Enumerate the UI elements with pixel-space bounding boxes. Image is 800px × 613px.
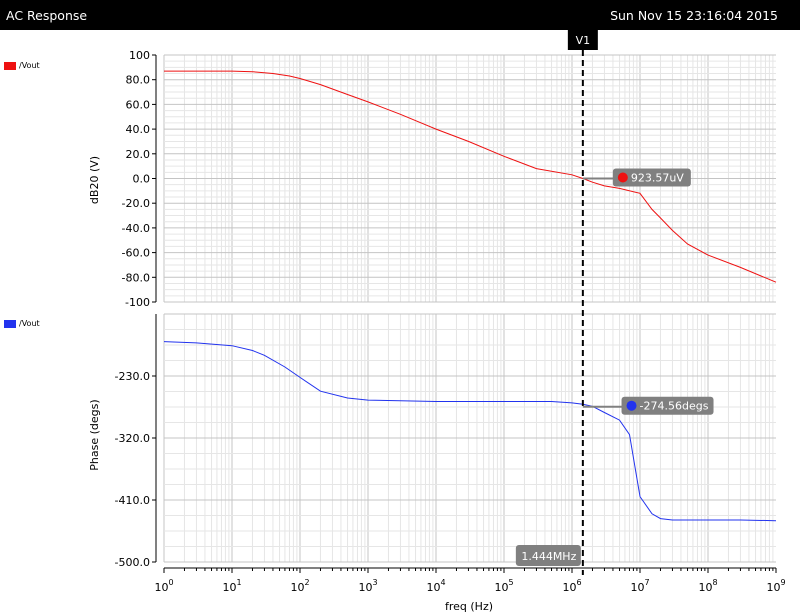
y-axis-label-phase: Phase (degs) [88, 399, 101, 470]
x-tick-label: 103 [358, 578, 377, 594]
legend-phase[interactable]: /Vout [4, 319, 40, 328]
y-tick-label: -40.0 [122, 222, 150, 235]
y-tick-label: 20.0 [126, 148, 151, 161]
plot-frames [152, 54, 777, 573]
legend-magnitude[interactable]: /Vout [4, 61, 40, 70]
x-tick-label: 107 [630, 578, 649, 594]
cursor-readout-box [515, 545, 581, 566]
y-tick-label: -100 [125, 296, 150, 309]
magnitude-trace [164, 70, 777, 283]
y-axis-label-magnitude: dB20 (V) [88, 156, 101, 204]
y-tick-label: -60.0 [122, 247, 150, 260]
series-layer [163, 70, 777, 522]
y-tick-label: -410.0 [115, 494, 150, 507]
y-tick-label: 0.0 [133, 173, 151, 186]
x-tick-label: 109 [766, 578, 785, 594]
tick-labels: 100 80.0 60.0 40.0 20.0 0.0 -20.0 -40.0 -60.0 -80… [115, 49, 786, 594]
phase-trace [163, 341, 777, 522]
x-tick-label: 108 [698, 578, 717, 594]
marker-magnitude-dot [617, 172, 628, 183]
legend-label-magnitude: /Vout [19, 61, 40, 70]
y-tick-label: -20.0 [122, 197, 150, 210]
marker-magnitude-box [612, 168, 691, 187]
x-tick-label: 100 [154, 578, 173, 594]
marker-magnitude-label: 923.57uV [631, 172, 684, 185]
y-tick-label: 60.0 [126, 98, 151, 111]
x-tick-label: 105 [494, 578, 513, 594]
legend-swatch-phase [4, 319, 16, 328]
y-tick-label: 100 [129, 49, 150, 62]
y-tick-label: -80.0 [122, 271, 150, 284]
x-tick-label: 102 [290, 578, 309, 594]
marker-phase-dot [626, 400, 637, 411]
x-tick-label: 101 [222, 578, 241, 594]
cursor-readout: 1.444MHz [521, 550, 576, 563]
legend-label-phase: /Vout [19, 319, 40, 328]
y-tick-label: -320.0 [115, 432, 150, 445]
x-axis-label: freq (Hz) [445, 600, 493, 613]
y-tick-label: -230.0 [115, 370, 150, 383]
cursor-layer[interactable]: V1 1.444MHz 923.57uV -274.56degs [515, 30, 714, 575]
marker-phase-box [621, 396, 714, 415]
cursor-label-box [567, 30, 598, 50]
x-tick-label: 104 [426, 578, 445, 594]
window-title: AC Response [6, 8, 88, 23]
window-timestamp: Sun Nov 15 23:16:04 2015 [610, 8, 778, 23]
grid-layer [163, 54, 776, 563]
window-title-bar: AC Response Sun Nov 15 23:16:04 2015 [0, 0, 800, 30]
y-tick-label: 80.0 [126, 74, 151, 87]
y-tick-label: -500.0 [115, 556, 150, 569]
y-tick-label: 40.0 [126, 123, 151, 136]
cursor-label: V1 [576, 34, 591, 47]
legend-swatch-magnitude [4, 61, 16, 70]
marker-phase-label: -274.56degs [640, 400, 709, 413]
x-tick-label: 106 [562, 578, 581, 594]
